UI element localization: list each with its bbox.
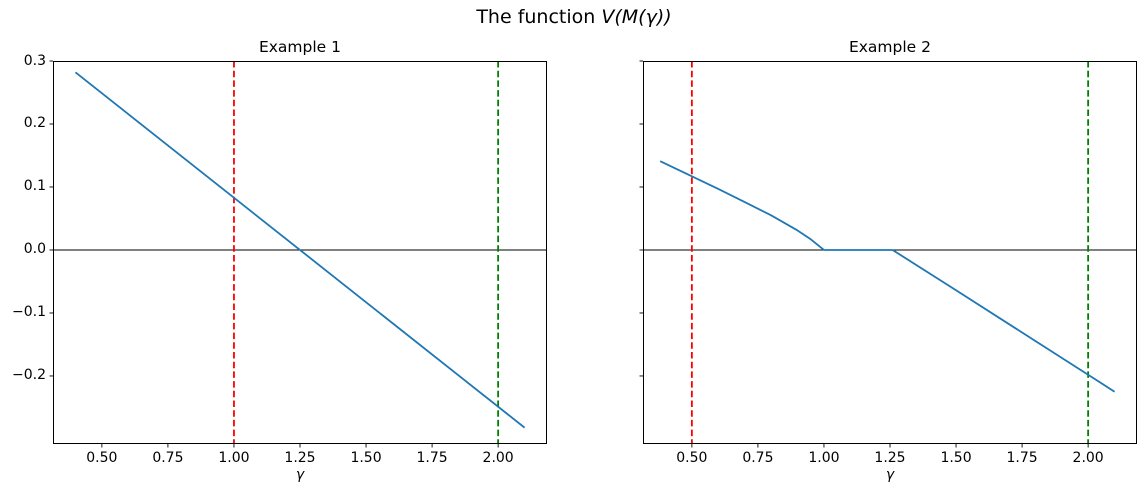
subplot-title: Example 2: [848, 38, 932, 56]
y-tick-label: −0.2: [12, 367, 46, 384]
x-tick-label: 2.00: [482, 450, 514, 466]
y-tick-label: 0.3: [23, 52, 46, 69]
x-axis-label: γ: [295, 467, 305, 483]
x-tick-label: 1.00: [218, 450, 250, 466]
subplot-example-1: Example 1 γ 0.50 0.75 1.00 1.25 1.50 1.75 2.00…: [12, 38, 547, 483]
x-tick-label: 1.50: [350, 450, 382, 466]
x-tick-label: 2.00: [1072, 450, 1104, 466]
subplot-example-2: Example 2 γ 0.50 0.75 1.00 1.25 1.50 1.75 2.00: [639, 38, 1137, 483]
y-tick-label: −0.1: [12, 304, 46, 321]
y-tick-label: 0.1: [23, 178, 46, 195]
subplot-title: Example 1: [258, 38, 342, 56]
v-curve: [659, 160, 1116, 393]
x-tick-label: 0.75: [152, 450, 184, 466]
x-tick-label: 0.75: [742, 450, 774, 466]
x-tick-label: 1.25: [874, 450, 906, 466]
figure-title-text: The function: [476, 6, 602, 28]
figure-title: The function V(M(γ)): [0, 6, 1148, 28]
v-curve: [74, 71, 526, 429]
x-tick-label: 1.75: [416, 450, 448, 466]
x-tick-label: 1.25: [284, 450, 316, 466]
x-tick-label: 0.50: [86, 450, 118, 466]
x-axis-label: γ: [885, 467, 895, 483]
plot-area: [639, 60, 1137, 448]
plot-area: [49, 60, 547, 448]
axes-canvas: [49, 60, 547, 448]
axes-frame: [53, 61, 547, 444]
y-tick-label: 0.0: [23, 241, 46, 258]
figure-title-math: V(M(γ)): [601, 6, 672, 28]
x-tick-label: 1.00: [808, 450, 840, 466]
y-tick-label: 0.2: [23, 115, 46, 132]
axes-frame: [643, 61, 1137, 444]
x-tick-label: 0.50: [676, 450, 708, 466]
x-tick-label: 1.50: [940, 450, 972, 466]
axes-canvas: [639, 60, 1137, 448]
x-tick-label: 1.75: [1006, 450, 1038, 466]
